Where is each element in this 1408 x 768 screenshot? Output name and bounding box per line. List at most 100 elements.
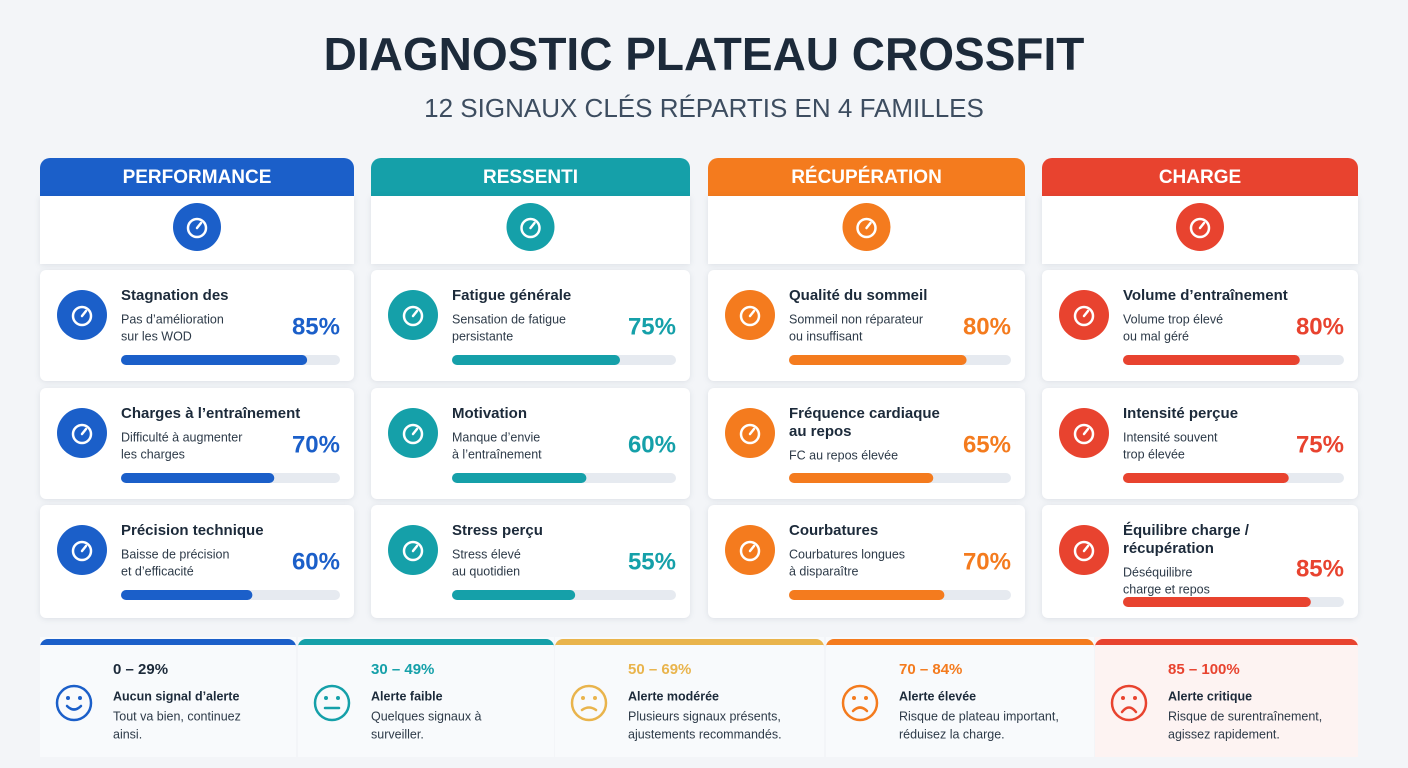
signal-desc: Sommeil non réparateur bbox=[789, 312, 923, 326]
legend-desc: Tout va bien, continuez bbox=[113, 709, 241, 723]
icon-glyph bbox=[402, 423, 424, 445]
bar bbox=[121, 355, 308, 365]
signal-value: 75% bbox=[628, 313, 676, 340]
signal-card bbox=[371, 505, 690, 618]
signal-title: Stress perçu bbox=[452, 522, 543, 539]
legend-face bbox=[570, 684, 608, 722]
legend-face bbox=[841, 684, 879, 722]
signal-desc: Difficulté à augmenter bbox=[121, 430, 242, 444]
signal-desc: charge et repos bbox=[1123, 582, 1210, 596]
column-title: CHARGE bbox=[1159, 167, 1241, 188]
bar bbox=[1123, 473, 1289, 483]
signal-card bbox=[1042, 505, 1358, 618]
signal-card bbox=[40, 505, 354, 618]
signal-title: Motivation bbox=[452, 405, 527, 422]
legend-card bbox=[40, 637, 296, 757]
legend-desc: Risque de plateau important, bbox=[899, 709, 1059, 723]
legend-face-mouth bbox=[851, 706, 869, 713]
legend-face-eye bbox=[324, 696, 328, 700]
legend-face bbox=[313, 684, 351, 722]
signal-card bbox=[1042, 270, 1358, 381]
signal-card bbox=[40, 388, 354, 499]
icon-glyph bbox=[71, 540, 93, 562]
signal-desc: ou insuffisant bbox=[789, 329, 863, 343]
column-title: PERFORMANCE bbox=[123, 167, 272, 188]
legend-range: 0 – 29% bbox=[113, 661, 168, 678]
icon-glyph bbox=[1082, 309, 1090, 318]
legend-range: 85 – 100% bbox=[1168, 661, 1240, 678]
icon-glyph bbox=[402, 540, 424, 562]
signal-value: 65% bbox=[963, 431, 1011, 458]
bar bbox=[452, 355, 620, 365]
signal-value: 85% bbox=[292, 313, 340, 340]
legend-desc: ainsi. bbox=[113, 727, 142, 741]
icon-glyph bbox=[739, 423, 761, 445]
signal-desc: les charges bbox=[121, 447, 185, 461]
signal-card bbox=[371, 388, 690, 499]
legend-face-mouth bbox=[1120, 706, 1138, 714]
legend-label: Alerte faible bbox=[371, 689, 443, 703]
legend-face-eye bbox=[864, 696, 868, 700]
icon-glyph bbox=[748, 427, 756, 436]
legend-card bbox=[298, 637, 554, 757]
legend-desc: Plusieurs signaux présents, bbox=[628, 709, 781, 723]
signal-title: Précision technique bbox=[121, 522, 264, 539]
legend-face-eye bbox=[336, 696, 340, 700]
signal-card bbox=[1042, 388, 1358, 499]
signal-title: Stagnation des bbox=[121, 287, 229, 304]
icon-glyph bbox=[865, 221, 872, 230]
signal-value: 80% bbox=[963, 313, 1011, 340]
signal-card bbox=[708, 270, 1025, 381]
column-header bbox=[1042, 158, 1358, 196]
icon-glyph bbox=[1082, 427, 1090, 436]
legend-face-eye bbox=[1133, 696, 1137, 700]
signal-value: 60% bbox=[628, 431, 676, 458]
signal-value: 70% bbox=[963, 548, 1011, 575]
signal-title: Volume d’entraînement bbox=[1123, 287, 1288, 304]
legend-strip bbox=[1095, 639, 1358, 647]
icon-glyph bbox=[411, 309, 419, 318]
icon-glyph bbox=[529, 221, 536, 230]
bar bbox=[1123, 597, 1311, 607]
icon-glyph bbox=[411, 427, 419, 436]
icon-glyph bbox=[1073, 305, 1095, 327]
icon-glyph bbox=[80, 427, 88, 436]
signal-title: Fatigue générale bbox=[452, 287, 571, 304]
signal-desc: trop élevée bbox=[1123, 447, 1185, 461]
legend-card bbox=[826, 637, 1094, 757]
signal-card bbox=[371, 270, 690, 381]
legend-face-eye bbox=[66, 696, 70, 700]
icon-glyph bbox=[1189, 217, 1211, 239]
column-header bbox=[708, 158, 1025, 196]
legend-strip bbox=[40, 639, 296, 647]
legend-face-eye bbox=[593, 696, 597, 700]
legend-face-mouth bbox=[580, 706, 598, 712]
bar bbox=[789, 590, 945, 600]
legend-face-eye bbox=[78, 696, 82, 700]
legend-face bbox=[55, 684, 93, 722]
icon-glyph bbox=[80, 544, 88, 553]
legend-label: Alerte élevée bbox=[899, 689, 976, 703]
legend-card bbox=[555, 637, 824, 757]
signal-desc: persistante bbox=[452, 329, 513, 343]
column-title: RESSENTI bbox=[483, 167, 578, 188]
signal-title: Courbatures bbox=[789, 522, 878, 539]
icon-glyph bbox=[71, 305, 93, 327]
legend-desc: réduisez la charge. bbox=[899, 727, 1005, 741]
signal-desc: Manque d’envie bbox=[452, 430, 540, 444]
legend-range: 50 – 69% bbox=[628, 661, 691, 678]
signal-desc: au quotidien bbox=[452, 564, 520, 578]
signal-desc: Courbatures longues bbox=[789, 547, 905, 561]
icon-glyph bbox=[856, 217, 877, 239]
signal-title: Équilibre charge / bbox=[1123, 522, 1250, 539]
bar bbox=[789, 355, 967, 365]
signal-desc: sur les WOD bbox=[121, 329, 192, 343]
subtitle: 12 SIGNAUX CLÉS RÉPARTIS EN 4 FAMILLES bbox=[424, 93, 984, 123]
legend-label: Alerte modérée bbox=[628, 689, 719, 703]
legend-strip bbox=[555, 639, 824, 647]
legend-desc: surveiller. bbox=[371, 727, 424, 741]
signal-desc: Baisse de précision bbox=[121, 547, 229, 561]
icon-glyph bbox=[748, 544, 756, 553]
signal-value: 70% bbox=[292, 431, 340, 458]
signal-value: 55% bbox=[628, 548, 676, 575]
